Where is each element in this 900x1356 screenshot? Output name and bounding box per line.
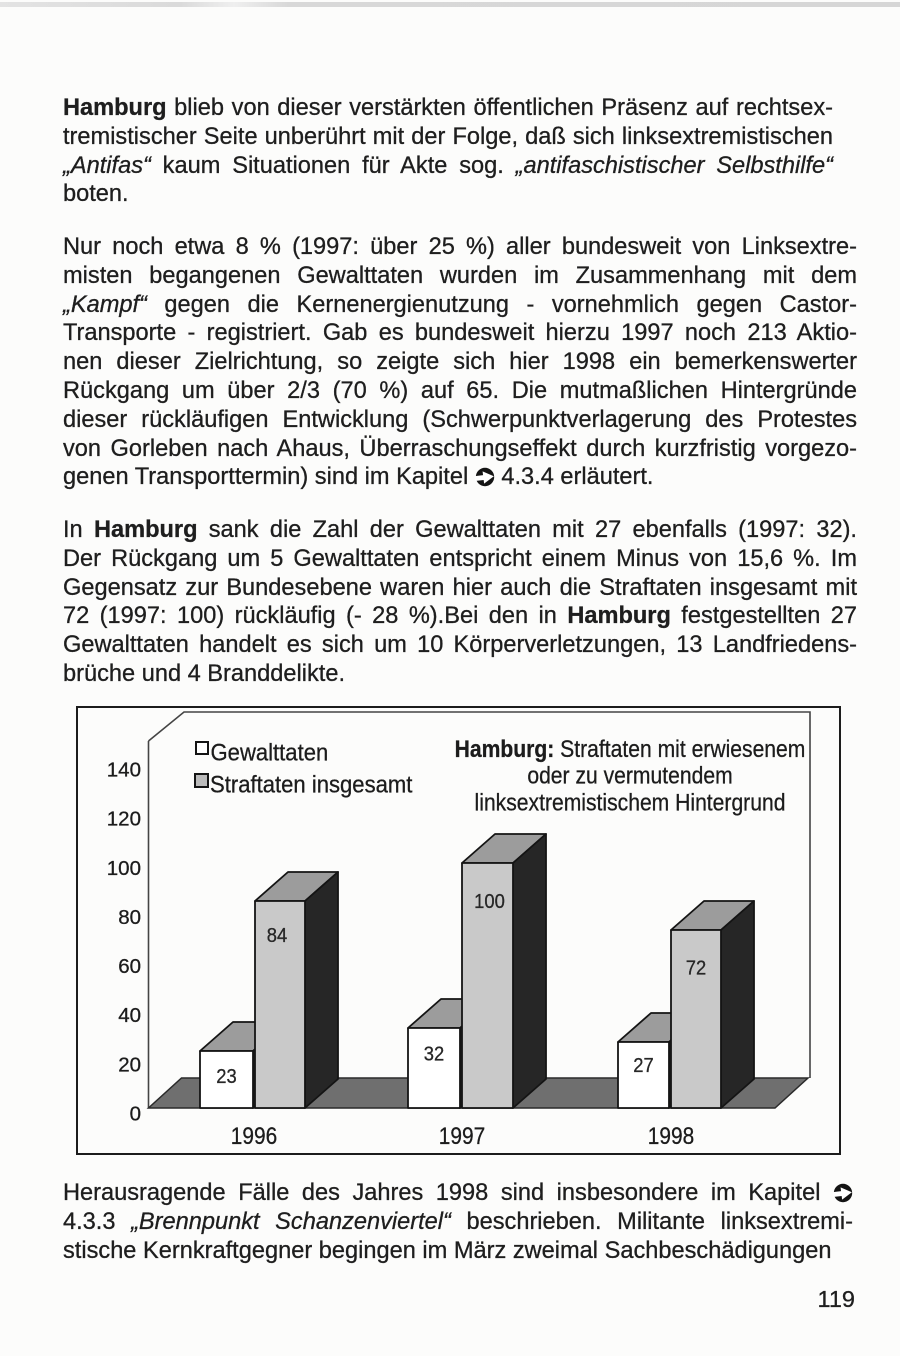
svg-text:120: 120: [107, 808, 141, 831]
svg-text:1996: 1996: [231, 1123, 277, 1150]
svg-text:Straftaten insgesamt: Straftaten insgesamt: [210, 771, 413, 798]
svg-text:100: 100: [107, 857, 141, 880]
svg-text:oder zu vermutendem: oder zu vermutendem: [527, 762, 732, 789]
svg-text:linksextremistischem Hintergru: linksextremistischem Hintergrund: [475, 789, 786, 816]
svg-text:27: 27: [633, 1055, 653, 1077]
svg-text:84: 84: [267, 925, 288, 947]
svg-text:80: 80: [118, 906, 141, 929]
svg-text:1997: 1997: [439, 1123, 485, 1150]
svg-text:1998: 1998: [648, 1123, 694, 1150]
svg-text:20: 20: [118, 1053, 141, 1076]
svg-text:40: 40: [118, 1004, 141, 1027]
svg-text:0: 0: [130, 1102, 141, 1125]
svg-text:100: 100: [474, 891, 505, 913]
svg-text:72: 72: [686, 958, 706, 980]
svg-text:Gewalttaten: Gewalttaten: [211, 739, 329, 766]
svg-text:60: 60: [118, 955, 141, 978]
svg-text:32: 32: [424, 1044, 444, 1066]
svg-text:23: 23: [216, 1066, 236, 1088]
svg-text:Hamburg: Straftaten mit erwies: Hamburg: Straftaten mit erwiesenem: [455, 736, 806, 763]
svg-text:140: 140: [107, 759, 141, 782]
